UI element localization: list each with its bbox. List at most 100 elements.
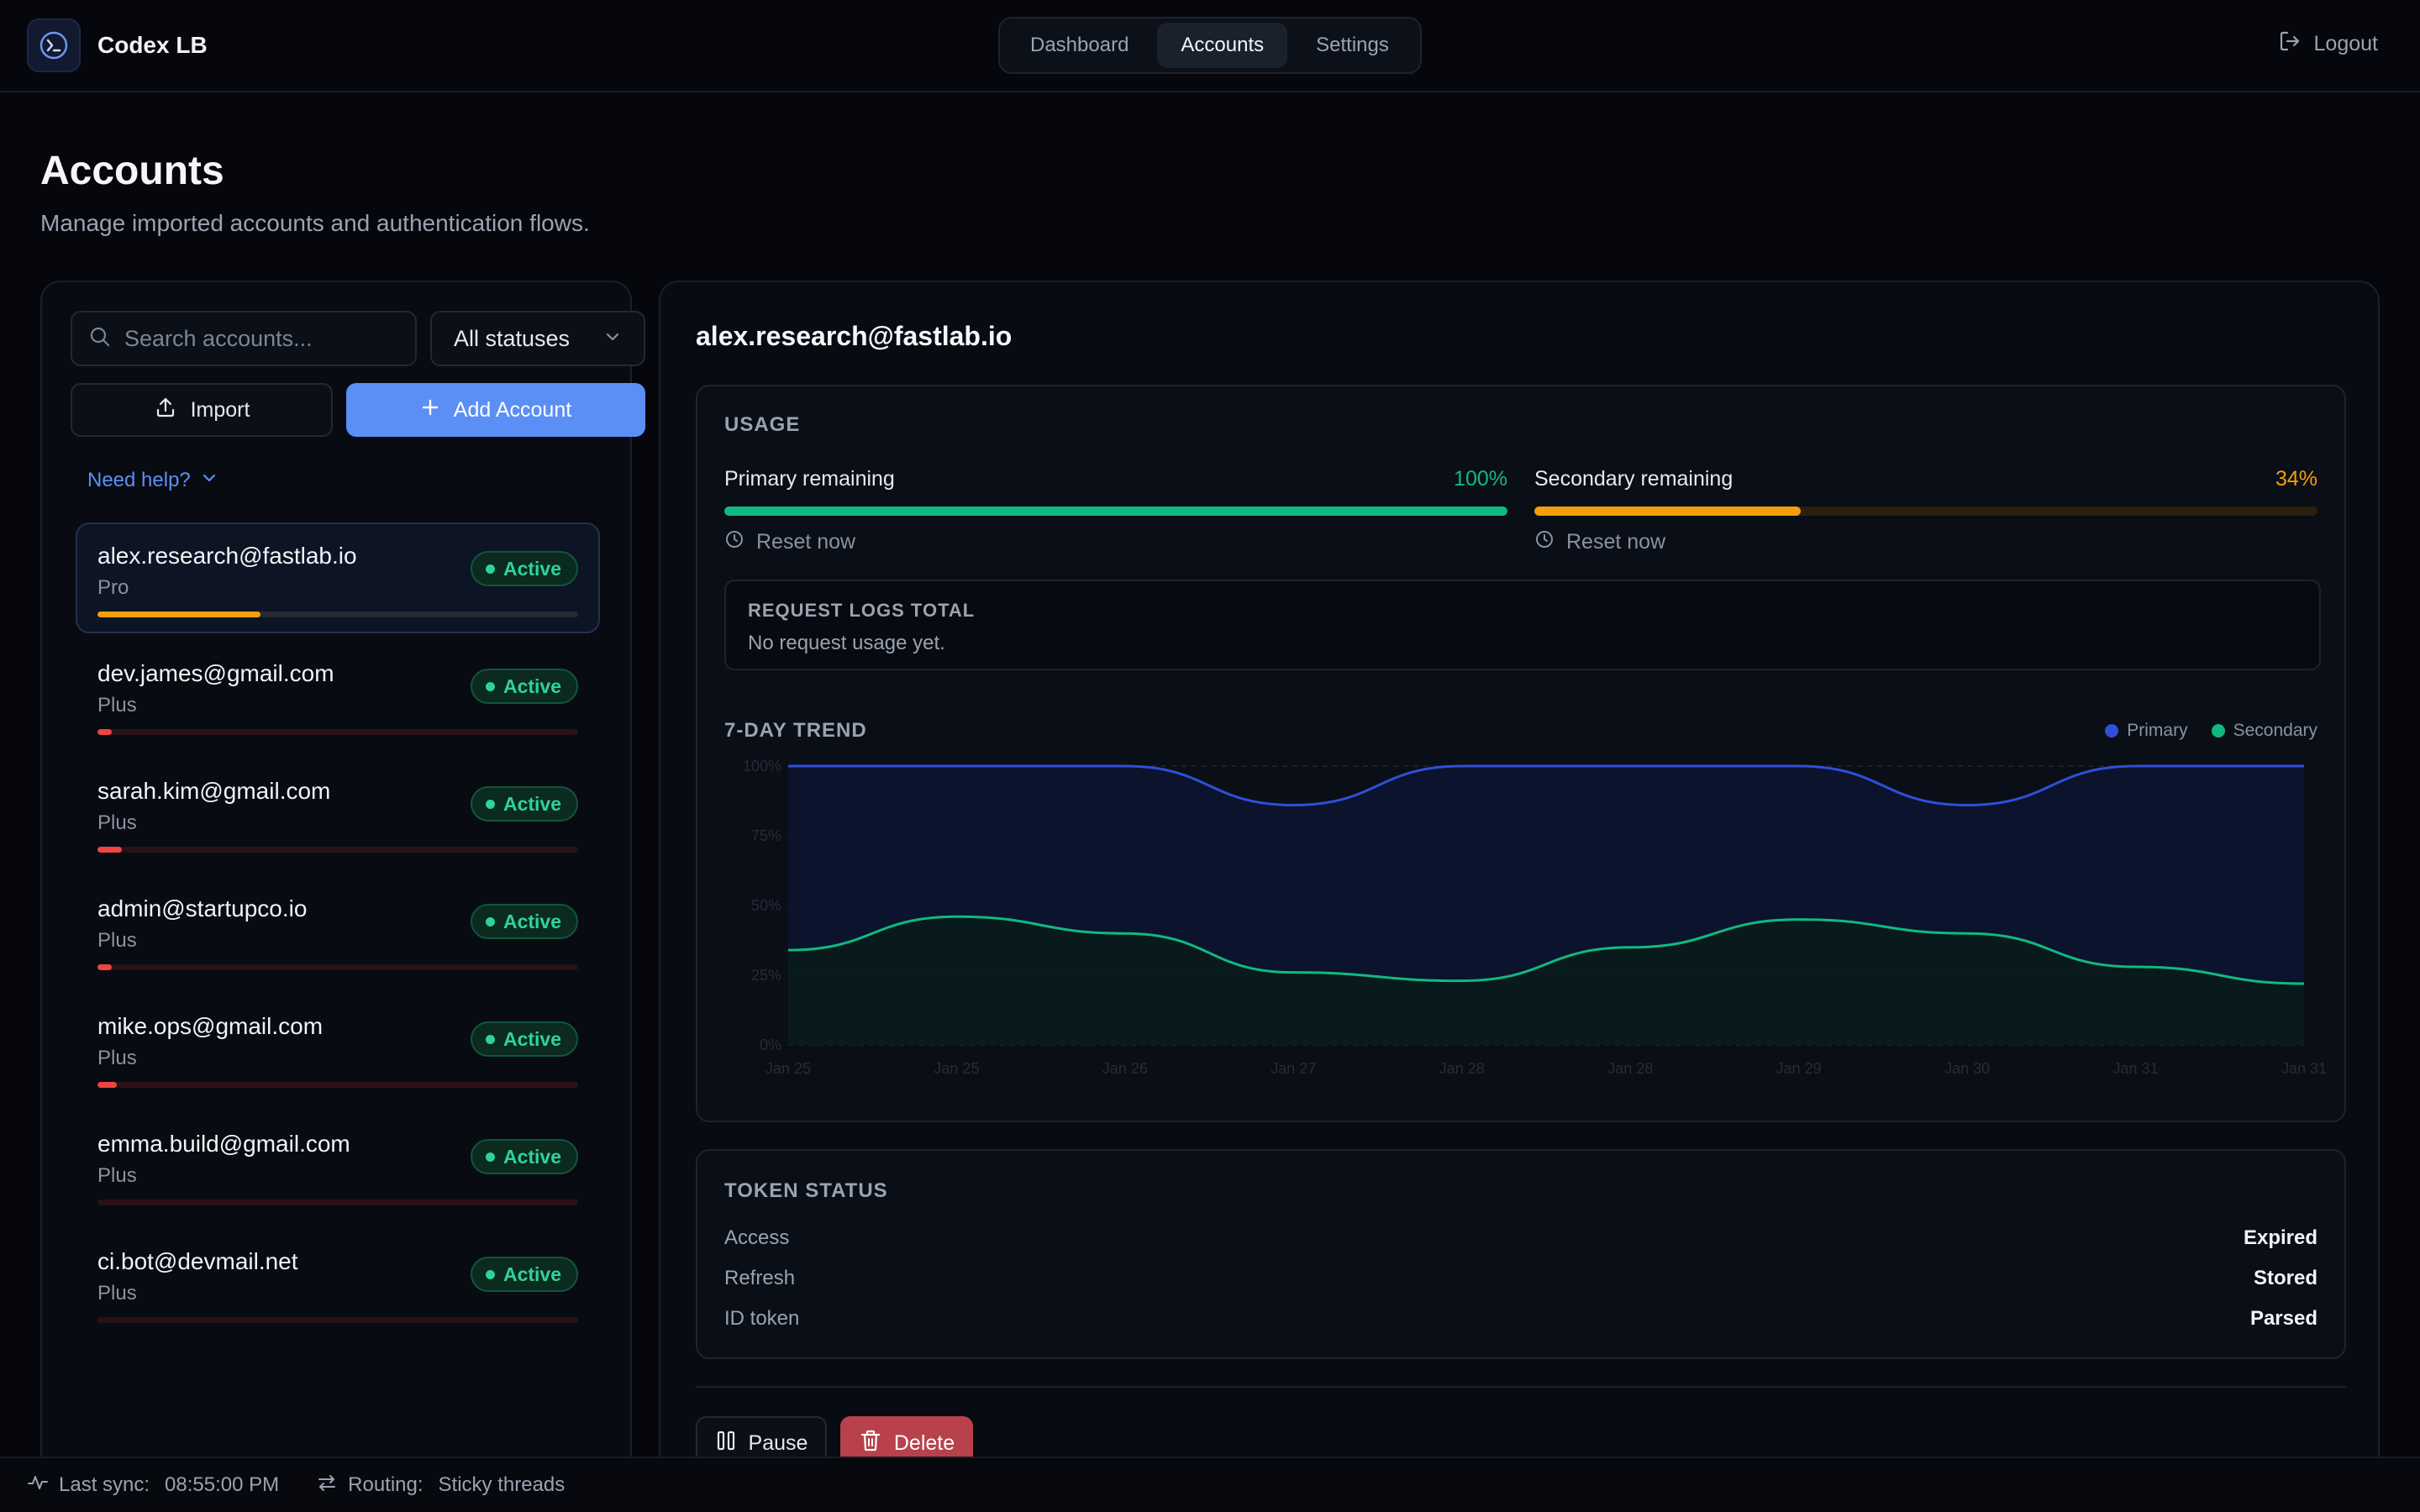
status-badge: Active xyxy=(470,786,578,822)
y-tick-label: 75% xyxy=(751,827,781,844)
y-tick-label: 0% xyxy=(760,1037,781,1053)
delete-label: Delete xyxy=(893,1431,955,1455)
status-badge: Active xyxy=(470,1021,578,1057)
account-email: admin@startupco.io xyxy=(97,895,308,921)
account-item[interactable]: emma.build@gmail.com Plus Active xyxy=(76,1110,600,1221)
legend-label-primary: Primary xyxy=(2127,721,2188,740)
status-dot xyxy=(485,564,495,574)
account-email: sarah.kim@gmail.com xyxy=(97,778,331,804)
tab-accounts[interactable]: Accounts xyxy=(1157,23,1288,68)
token-status-card: TOKEN STATUS Access Expired Refresh Stor… xyxy=(696,1149,2346,1359)
account-usage-bar xyxy=(97,847,578,853)
secondary-progress-fill xyxy=(1534,507,1801,516)
chevron-down-icon xyxy=(603,326,622,352)
primary-progress-fill xyxy=(724,507,1507,516)
account-detail-panel: alex.research@fastlab.io USAGE Primary r… xyxy=(659,281,2380,1512)
tab-dashboard[interactable]: Dashboard xyxy=(1030,34,1129,56)
request-logs-box: REQUEST LOGS TOTAL No request usage yet. xyxy=(724,580,2321,670)
account-list: alex.research@fastlab.io Pro Active dev.jam… xyxy=(76,522,600,1346)
account-item[interactable]: sarah.kim@gmail.com Plus Active xyxy=(76,758,600,869)
last-sync-label: Last sync: xyxy=(59,1473,150,1496)
x-tick-label: Jan 29 xyxy=(1776,1060,1822,1077)
token-row-access: Access Expired xyxy=(724,1226,2317,1250)
account-item[interactable]: alex.research@fastlab.io Pro Active xyxy=(76,522,600,633)
search-input[interactable]: Search accounts... xyxy=(71,311,417,366)
x-tick-label: Jan 28 xyxy=(1439,1060,1485,1077)
token-value: Stored xyxy=(2253,1267,2317,1289)
account-plan: Plus xyxy=(97,929,137,952)
logout-button[interactable]: Logout xyxy=(2277,29,2378,60)
app-name: Codex LB xyxy=(97,32,208,58)
import-button[interactable]: Import xyxy=(71,383,333,437)
tab-settings[interactable]: Settings xyxy=(1316,34,1389,56)
legend-dot-primary xyxy=(2105,724,2119,738)
secondary-value: 34% xyxy=(2275,467,2317,491)
status-label: Active xyxy=(502,1263,561,1285)
account-usage-bar xyxy=(97,1200,578,1205)
routing: Routing: Sticky threads xyxy=(316,1472,565,1499)
account-usage-bar xyxy=(97,1082,578,1088)
brand[interactable]: Codex LB xyxy=(27,18,208,72)
routing-value: Sticky threads xyxy=(438,1473,566,1496)
status-dot xyxy=(485,681,495,691)
account-email: mike.ops@gmail.com xyxy=(97,1013,324,1039)
status-label: Active xyxy=(502,675,561,697)
account-usage-bar xyxy=(97,612,578,617)
token-key: ID token xyxy=(724,1307,800,1330)
secondary-reset[interactable]: Reset now xyxy=(1534,529,2317,555)
status-dot xyxy=(485,799,495,809)
chart-legend: Primary Secondary xyxy=(2105,721,2317,741)
add-account-label: Add Account xyxy=(453,397,572,422)
primary-label: Primary remaining xyxy=(724,467,895,491)
trend-chart: 0% 25% 50% 75% 100% Jan 25 Jan 25 Jan 26 Jan 27 J… xyxy=(743,758,2327,1077)
y-tick-label: 100% xyxy=(743,758,781,774)
top-header: Codex LB Dashboard Accounts Settings Log… xyxy=(0,0,2420,92)
account-plan: Plus xyxy=(97,1047,137,1069)
clock-icon xyxy=(724,529,744,555)
logout-label: Logout xyxy=(2313,32,2378,55)
add-account-button[interactable]: Add Account xyxy=(346,383,645,437)
primary-meter: Primary remaining 100% Reset now xyxy=(724,467,1507,555)
account-item[interactable]: dev.james@gmail.com Plus Active xyxy=(76,640,600,751)
page-title: Accounts xyxy=(40,149,224,193)
account-email: alex.research@fastlab.io xyxy=(97,543,357,569)
account-item[interactable]: admin@startupco.io Plus Active xyxy=(76,875,600,986)
account-item[interactable]: mike.ops@gmail.com Plus Active xyxy=(76,993,600,1104)
status-filter-value: All statuses xyxy=(454,325,571,351)
x-tick-label: Jan 30 xyxy=(1944,1060,1990,1077)
upload-icon xyxy=(154,396,177,425)
y-tick-label: 50% xyxy=(751,897,781,914)
usage-card: USAGE Primary remaining 100% Reset now S… xyxy=(696,385,2346,1122)
pause-icon xyxy=(715,1429,737,1458)
y-tick-label: 25% xyxy=(751,967,781,984)
status-filter-select[interactable]: All statuses xyxy=(430,311,645,366)
x-tick-label: Jan 28 xyxy=(1607,1060,1653,1077)
primary-reset[interactable]: Reset now xyxy=(724,529,1507,555)
status-dot xyxy=(485,1034,495,1044)
account-usage-fill xyxy=(97,612,261,617)
x-tick-label: Jan 27 xyxy=(1270,1060,1316,1077)
accounts-panel: Search accounts... All statuses Import A… xyxy=(40,281,645,1512)
detail-email: alex.research@fastlab.io xyxy=(696,321,1013,351)
status-footer: Last sync: 08:55:00 PM Routing: Sticky t… xyxy=(0,1457,2420,1512)
page-subtitle: Manage imported accounts and authenticat… xyxy=(40,210,590,236)
series-area-secondary xyxy=(788,916,2304,1045)
status-badge: Active xyxy=(470,1257,578,1292)
token-row-refresh: Refresh Stored xyxy=(724,1267,2317,1290)
status-badge: Active xyxy=(470,669,578,704)
token-row-id-token: ID token Parsed xyxy=(724,1307,2317,1331)
status-label: Active xyxy=(502,1145,561,1168)
need-help-label: Need help? xyxy=(87,469,191,491)
status-badge: Active xyxy=(470,904,578,939)
status-badge: Active xyxy=(470,1139,578,1174)
account-item[interactable]: ci.bot@devmail.net Plus Active xyxy=(76,1228,600,1339)
account-usage-fill xyxy=(97,729,113,735)
pause-label: Pause xyxy=(748,1431,808,1455)
x-tick-label: Jan 25 xyxy=(934,1060,979,1077)
status-dot xyxy=(485,1269,495,1279)
need-help-toggle[interactable]: Need help? xyxy=(87,469,218,492)
search-icon xyxy=(89,326,111,352)
account-usage-bar xyxy=(97,1317,578,1323)
secondary-reset-label: Reset now xyxy=(1566,530,1666,554)
status-dot xyxy=(485,916,495,927)
